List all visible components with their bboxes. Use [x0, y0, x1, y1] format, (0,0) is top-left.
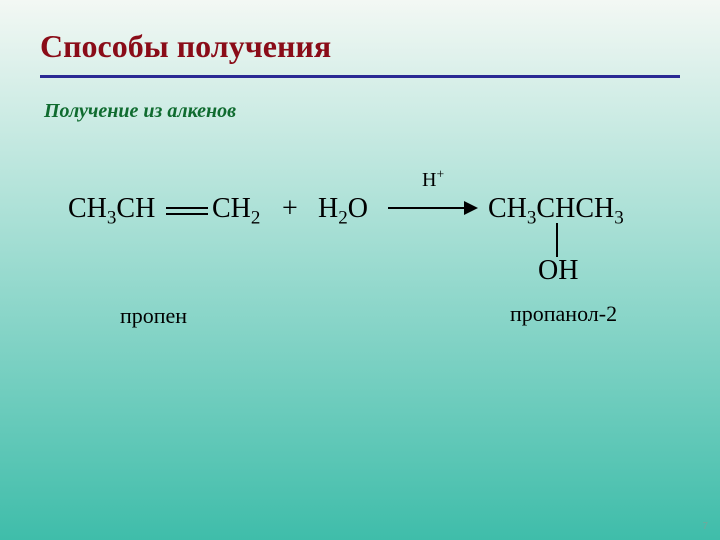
slide: Способы получения Получение из алкенов C…: [0, 0, 720, 540]
text-catalyst-h: H: [422, 169, 436, 191]
text-pch: CH: [488, 193, 527, 224]
text-catalyst-plus: +: [436, 166, 444, 181]
reaction-diagram: CH3CH CH2 + H2O H+ CH3CHCH3: [40, 193, 680, 333]
slide-subtitle: Получение из алкенов: [44, 100, 680, 123]
product-propanol: CH3CHCH3: [488, 193, 624, 225]
plus-sign: +: [282, 193, 298, 225]
arrow-shaft: [388, 207, 466, 209]
reactant-propene-part1: CH3CH: [68, 193, 155, 225]
text-sub3: 3: [107, 208, 117, 229]
title-underline: [40, 75, 680, 78]
double-bond-bar-top: [166, 207, 208, 209]
text-ch2: CH: [116, 193, 155, 224]
text-sub2b: 2: [338, 208, 348, 229]
text-pchch: CHCH: [536, 193, 614, 224]
slide-title: Способы получения: [40, 28, 680, 65]
text-ch: CH: [68, 193, 107, 224]
text-psub3: 3: [527, 208, 537, 229]
text-psub3b: 3: [614, 208, 624, 229]
reactant-water: H2O: [318, 193, 368, 225]
reactant-propene-part2: CH2: [212, 193, 260, 225]
catalyst-label: H+: [422, 169, 444, 192]
double-bond: [166, 207, 208, 215]
text-o: O: [348, 193, 368, 224]
text-ch3: CH: [212, 193, 251, 224]
text-h: H: [318, 193, 338, 224]
hydroxyl-group: OH: [538, 255, 578, 287]
arrow-head-icon: [464, 201, 478, 215]
caption-propene: пропен: [120, 303, 187, 329]
page-number: 7: [702, 521, 708, 532]
double-bond-bar-bottom: [166, 213, 208, 215]
vertical-bond: [556, 223, 558, 257]
caption-propanol-2: пропанол-2: [510, 301, 617, 327]
text-sub2: 2: [251, 208, 261, 229]
